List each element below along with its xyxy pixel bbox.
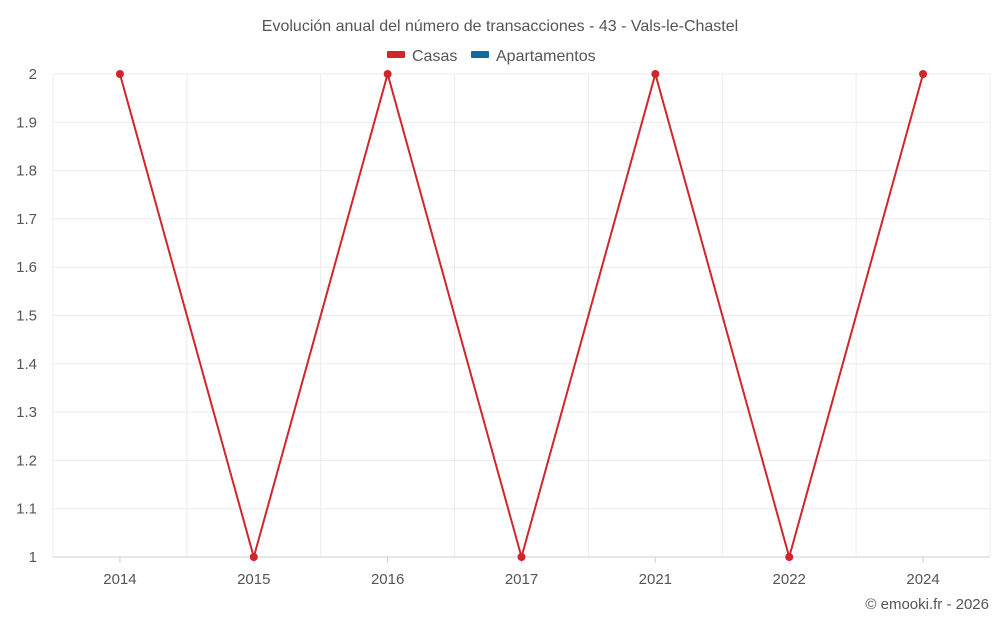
series-casas <box>115 70 928 561</box>
data-point[interactable] <box>919 70 928 78</box>
y-tick-label: 1.7 <box>16 211 37 228</box>
legend: Casas Apartamentos <box>387 48 596 65</box>
x-axis: 2014 2015 2016 2017 2021 2022 2024 <box>53 556 990 588</box>
y-tick-label: 1.9 <box>16 114 37 131</box>
y-tick-label: 1.8 <box>16 163 37 180</box>
legend-item-casas[interactable]: Casas <box>387 48 457 65</box>
x-tick-label: 2022 <box>773 571 806 588</box>
y-tick-label: 1.5 <box>16 308 37 325</box>
data-point[interactable] <box>249 553 258 561</box>
legend-swatch-apartamentos <box>471 51 489 58</box>
data-point[interactable] <box>383 70 392 78</box>
y-tick-label: 2 <box>29 66 37 83</box>
chart-title: Evolución anual del número de transaccio… <box>262 18 738 35</box>
credit: © emooki.fr - 2026 <box>865 596 989 613</box>
y-tick-label: 1 <box>29 549 37 566</box>
x-tick-label: 2015 <box>237 571 270 588</box>
y-axis: 1 1.1 1.2 1.3 1.4 1.5 1.6 1.7 1.8 1.9 2 <box>16 66 37 566</box>
x-tick-label: 2024 <box>906 571 939 588</box>
x-tick-label: 2017 <box>505 571 538 588</box>
y-tick-label: 1.1 <box>16 501 37 518</box>
y-tick-label: 1.4 <box>16 356 37 373</box>
x-tick-label: 2014 <box>103 571 136 588</box>
x-tick-label: 2021 <box>639 571 672 588</box>
y-tick-label: 1.2 <box>16 452 37 469</box>
y-tick-label: 1.6 <box>16 259 37 276</box>
legend-label-casas: Casas <box>412 48 457 65</box>
grid <box>52 73 991 558</box>
data-point[interactable] <box>651 70 660 78</box>
data-point[interactable] <box>115 70 124 78</box>
data-point[interactable] <box>785 553 794 561</box>
data-point[interactable] <box>517 553 526 561</box>
x-tick-label: 2016 <box>371 571 404 588</box>
legend-item-apartamentos[interactable]: Apartamentos <box>471 48 596 65</box>
y-tick-label: 1.3 <box>16 404 37 421</box>
legend-swatch-casas <box>387 51 405 58</box>
legend-label-apartamentos: Apartamentos <box>496 48 596 65</box>
